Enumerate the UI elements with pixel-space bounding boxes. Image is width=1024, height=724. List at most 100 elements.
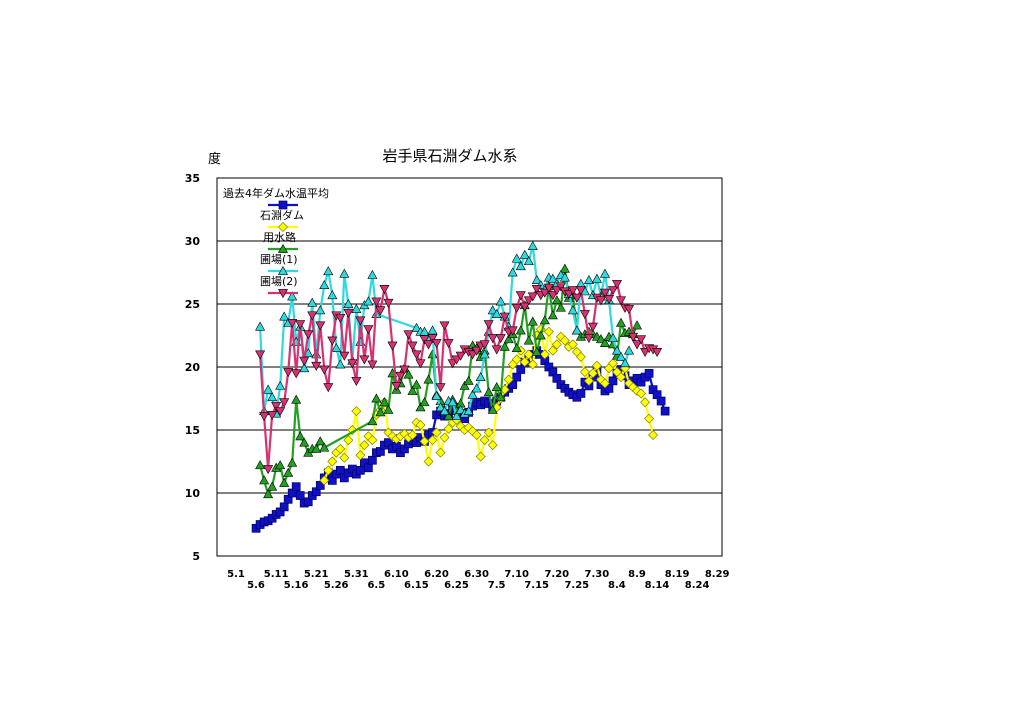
data-point — [487, 440, 498, 451]
data-point — [531, 274, 542, 284]
data-point — [355, 316, 366, 326]
x-tick-label: 8.14 — [645, 580, 670, 591]
data-point — [323, 266, 334, 276]
data-point — [503, 334, 514, 344]
data-point — [511, 303, 522, 313]
data-point — [363, 296, 374, 306]
data-point — [275, 460, 286, 470]
data-point — [471, 383, 482, 393]
data-point — [451, 411, 462, 421]
data-point — [335, 313, 346, 323]
data-point — [535, 330, 546, 340]
x-tick-label: 7.25 — [564, 580, 589, 591]
legend-swatch-marker — [277, 265, 289, 275]
data-point — [599, 288, 610, 298]
data-point — [283, 467, 294, 477]
data-point — [303, 330, 314, 340]
data-point — [415, 359, 426, 369]
data-point — [547, 273, 558, 283]
data-point — [660, 406, 670, 416]
data-point — [583, 334, 594, 344]
data-point — [543, 326, 554, 337]
data-point — [455, 404, 466, 414]
x-tick-label: 6.5 — [367, 580, 385, 591]
data-point — [267, 392, 278, 402]
data-point — [531, 284, 542, 294]
data-point — [512, 372, 522, 382]
y-tick-label: 25 — [185, 298, 200, 311]
data-point — [616, 351, 627, 361]
data-point — [583, 375, 594, 386]
data-point — [443, 423, 454, 434]
data-point — [575, 351, 586, 362]
data-point — [279, 398, 290, 408]
data-point — [567, 305, 578, 315]
data-point — [351, 376, 362, 386]
data-point — [563, 290, 574, 300]
data-point — [607, 286, 618, 296]
data-point — [507, 267, 518, 277]
data-point — [423, 374, 434, 384]
data-point — [411, 322, 422, 332]
data-point — [307, 311, 318, 321]
data-point — [419, 436, 430, 447]
data-point — [551, 339, 562, 350]
x-tick-label: 7.15 — [524, 580, 549, 591]
legend-label: 用水路 — [263, 231, 296, 244]
x-tick-label: 5.6 — [247, 580, 265, 591]
chart-title: 岩手県石淵ダム水系 — [382, 147, 517, 165]
data-point — [511, 253, 522, 263]
data-point — [543, 283, 554, 293]
legend-label: 圃場(1) — [260, 253, 298, 266]
data-point — [491, 345, 502, 355]
data-point — [539, 315, 550, 325]
data-point — [343, 298, 354, 308]
data-point — [407, 430, 418, 441]
data-point — [579, 367, 590, 378]
data-point — [323, 383, 334, 393]
data-point — [431, 427, 442, 438]
data-point — [335, 443, 346, 454]
data-point — [439, 432, 450, 443]
data-point — [351, 303, 362, 313]
data-point — [547, 345, 558, 356]
data-point — [255, 350, 266, 360]
data-point — [275, 407, 286, 417]
data-point — [315, 305, 326, 315]
data-point — [431, 390, 442, 400]
data-point — [319, 365, 330, 375]
data-point — [415, 419, 426, 430]
data-point — [395, 371, 406, 381]
data-point — [291, 394, 302, 404]
x-tick-label: 6.15 — [404, 580, 429, 591]
data-point — [599, 378, 610, 389]
data-point — [511, 342, 522, 353]
data-point — [435, 383, 446, 393]
data-point — [636, 388, 647, 399]
data-point — [523, 296, 534, 306]
data-point — [299, 363, 310, 373]
x-tick-label: 8.29 — [705, 569, 730, 580]
data-point — [267, 481, 278, 491]
data-point — [255, 460, 266, 470]
data-point — [636, 335, 647, 345]
series-group — [255, 279, 663, 475]
data-point — [407, 385, 418, 395]
data-point — [648, 430, 659, 441]
data-point — [539, 349, 550, 360]
data-point — [356, 465, 365, 475]
data-point — [640, 347, 651, 357]
data-point — [391, 381, 402, 392]
data-point — [527, 359, 538, 370]
data-point — [519, 249, 530, 259]
data-point — [640, 397, 651, 408]
data-point — [644, 368, 654, 378]
data-point — [644, 413, 655, 424]
data-point — [632, 340, 643, 350]
data-point — [611, 345, 623, 355]
data-point — [311, 443, 322, 453]
data-point — [291, 369, 302, 379]
data-point — [591, 360, 602, 371]
data-point — [399, 365, 410, 375]
data-point — [515, 325, 526, 335]
